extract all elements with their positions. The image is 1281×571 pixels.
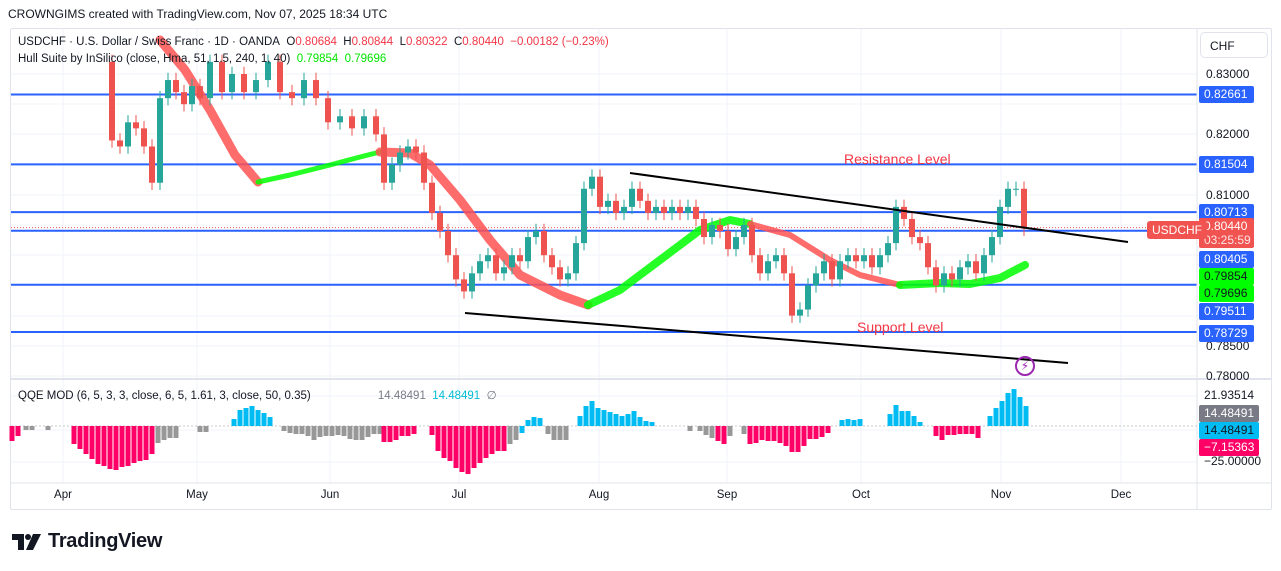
- hull-value-1: 0.79854: [296, 53, 339, 65]
- price-level-tag: 0.79696: [1199, 285, 1254, 302]
- hull-indicator-title[interactable]: Hull Suite by InSilico (close, Hma, 51, …: [18, 53, 291, 65]
- qqe-tick: −25.00000: [1204, 454, 1262, 468]
- price-tick: 0.78000: [1206, 369, 1250, 383]
- price-tick: 0.78500: [1206, 339, 1250, 353]
- hull-suite-band: [155, 35, 1029, 310]
- price-level-tag: 0.80405: [1199, 251, 1254, 268]
- change-value: −0.00182 (−0.23%): [510, 36, 609, 48]
- support-level-label[interactable]: Support Level: [857, 319, 944, 335]
- price-level-tag: 0.80713: [1199, 204, 1254, 221]
- time-tick: Oct: [852, 489, 870, 501]
- time-tick: Dec: [1110, 489, 1132, 501]
- brand-name: TradingView: [48, 530, 163, 552]
- symbol-price-tag: USDCHF: [1147, 221, 1207, 239]
- indicator-legend: Hull Suite by InSilico (close, Hma, 51, …: [18, 53, 386, 65]
- last-price-tag: 0.80440 03:25:59: [1199, 218, 1254, 248]
- time-tick: Nov: [990, 489, 1012, 501]
- low-value: 0.80322: [405, 36, 448, 48]
- qqe-legend: QQE MOD (6, 5, 3, 3, close, 6, 5, 1.61, …: [18, 388, 497, 402]
- qqe-value-1: 14.48491: [377, 390, 426, 402]
- high-label: H: [343, 36, 352, 48]
- chart-credit: CROWNGIMS created with TradingView.com, …: [8, 7, 388, 21]
- low-label: L: [399, 36, 406, 48]
- qqe-value-2: 14.48491: [432, 390, 481, 402]
- candlesticks: [109, 54, 1027, 323]
- close-label: C: [453, 36, 463, 48]
- lightning-alert-icon[interactable]: ⚡: [1015, 356, 1035, 376]
- time-tick: Jun: [320, 489, 340, 501]
- qqe-histogram: [9, 389, 1197, 474]
- symbol-title[interactable]: USDCHF · U.S. Dollar / Swiss Franc · 1D …: [18, 36, 280, 48]
- qqe-indicator-title[interactable]: QQE MOD (6, 5, 3, 3, close, 6, 5, 1.61, …: [18, 390, 311, 402]
- qqe-tick: 14.48491: [1199, 405, 1259, 422]
- price-level-tag: 0.81504: [1199, 156, 1254, 173]
- price-tick: 0.83000: [1206, 67, 1250, 81]
- currency-selector[interactable]: CHF: [1200, 32, 1268, 58]
- price-tick: 0.81000: [1206, 188, 1250, 202]
- tradingview-logo[interactable]: TradingView: [12, 530, 162, 553]
- price-level-tag: 0.79511: [1199, 303, 1254, 320]
- pane-separators: [11, 29, 1271, 509]
- price-level-tag: 0.78729: [1199, 325, 1254, 342]
- bar-countdown: 03:25:59: [1204, 233, 1251, 247]
- hull-value-2: 0.79696: [344, 53, 387, 65]
- close-value: 0.80440: [462, 36, 504, 48]
- time-tick: Jul: [451, 489, 467, 501]
- price-level-tag: 0.82661: [1199, 86, 1254, 103]
- qqe-tick: −7.15363: [1199, 439, 1259, 456]
- time-tick: Aug: [588, 489, 610, 501]
- trendlines: [464, 172, 1129, 364]
- time-tick: Sep: [716, 489, 738, 501]
- qqe-tick: 21.93514: [1204, 388, 1255, 402]
- qqe-value-3: ∅: [486, 390, 497, 402]
- time-tick: Apr: [54, 489, 72, 501]
- symbol-legend: USDCHF · U.S. Dollar / Swiss Franc · 1D …: [18, 36, 609, 48]
- time-tick: May: [186, 489, 208, 501]
- price-tick: 0.82000: [1206, 127, 1250, 141]
- qqe-tick: 14.48491: [1199, 422, 1259, 439]
- open-value: 0.80684: [295, 36, 337, 48]
- price-level-tag: 0.79854: [1199, 268, 1254, 285]
- open-label: O: [286, 36, 296, 48]
- resistance-level-label[interactable]: Resistance Level: [844, 151, 951, 167]
- last-price-value: 0.80440: [1204, 219, 1248, 233]
- high-value: 0.80844: [351, 36, 394, 48]
- tradingview-logo-icon: [12, 533, 41, 550]
